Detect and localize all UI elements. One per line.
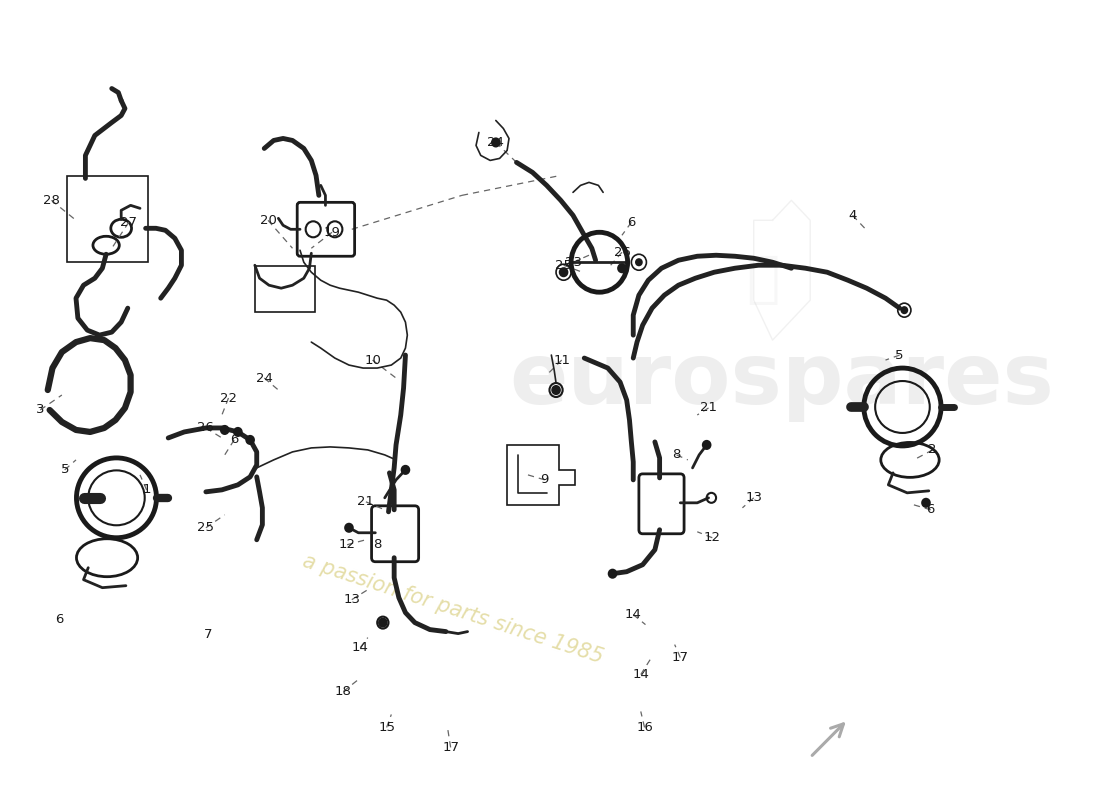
Circle shape [636, 259, 641, 266]
Text: 20: 20 [260, 214, 276, 227]
Circle shape [618, 264, 626, 272]
Text: 24: 24 [487, 136, 504, 149]
Text: 8: 8 [373, 538, 382, 551]
Circle shape [902, 307, 908, 313]
Text: 21: 21 [700, 402, 717, 414]
Text: 11: 11 [553, 354, 570, 366]
Text: 18: 18 [334, 685, 352, 698]
Circle shape [234, 428, 242, 436]
Text: 15: 15 [378, 721, 395, 734]
Text: a passion for parts since 1985: a passion for parts since 1985 [299, 551, 605, 668]
Circle shape [552, 386, 560, 394]
Text: 23: 23 [564, 256, 582, 269]
Text: 16: 16 [636, 721, 653, 734]
Text: 🐂: 🐂 [747, 254, 780, 307]
Circle shape [221, 426, 229, 434]
Text: 6: 6 [926, 503, 935, 516]
Circle shape [703, 441, 711, 449]
Text: 5: 5 [895, 349, 904, 362]
Text: 17: 17 [442, 741, 459, 754]
Text: 28: 28 [43, 194, 60, 207]
Text: 1: 1 [142, 483, 151, 496]
Text: eurospares: eurospares [509, 338, 1055, 422]
Text: 27: 27 [120, 216, 138, 229]
Text: 4: 4 [848, 209, 857, 222]
Text: 12: 12 [704, 531, 720, 544]
Text: 6: 6 [55, 613, 63, 626]
Circle shape [922, 499, 930, 507]
Text: 22: 22 [220, 391, 236, 405]
Text: 14: 14 [625, 608, 641, 621]
Text: 2: 2 [928, 443, 937, 457]
Text: 3: 3 [36, 403, 44, 417]
Circle shape [379, 618, 386, 626]
Text: 14: 14 [352, 641, 368, 654]
Text: 21: 21 [358, 495, 374, 508]
Text: 7: 7 [204, 628, 212, 641]
Text: 26: 26 [198, 422, 214, 434]
Text: 25: 25 [197, 522, 215, 534]
Text: 9: 9 [540, 474, 549, 486]
Circle shape [345, 524, 353, 532]
Circle shape [492, 138, 499, 146]
Text: 6: 6 [230, 434, 239, 446]
Text: 6: 6 [627, 216, 636, 229]
Text: 8: 8 [672, 449, 681, 462]
Text: 12: 12 [339, 538, 355, 551]
Text: 13: 13 [343, 593, 361, 606]
Circle shape [246, 436, 254, 444]
Circle shape [402, 466, 409, 474]
Circle shape [560, 268, 568, 276]
Text: 13: 13 [745, 491, 762, 504]
Text: 17: 17 [672, 651, 689, 664]
Text: 10: 10 [364, 354, 381, 366]
Circle shape [608, 570, 616, 578]
Text: 25: 25 [556, 258, 572, 272]
Text: 5: 5 [60, 463, 69, 476]
Text: 14: 14 [632, 668, 649, 681]
Text: 19: 19 [323, 226, 341, 238]
Text: 24: 24 [256, 371, 273, 385]
Text: 26: 26 [614, 246, 630, 258]
